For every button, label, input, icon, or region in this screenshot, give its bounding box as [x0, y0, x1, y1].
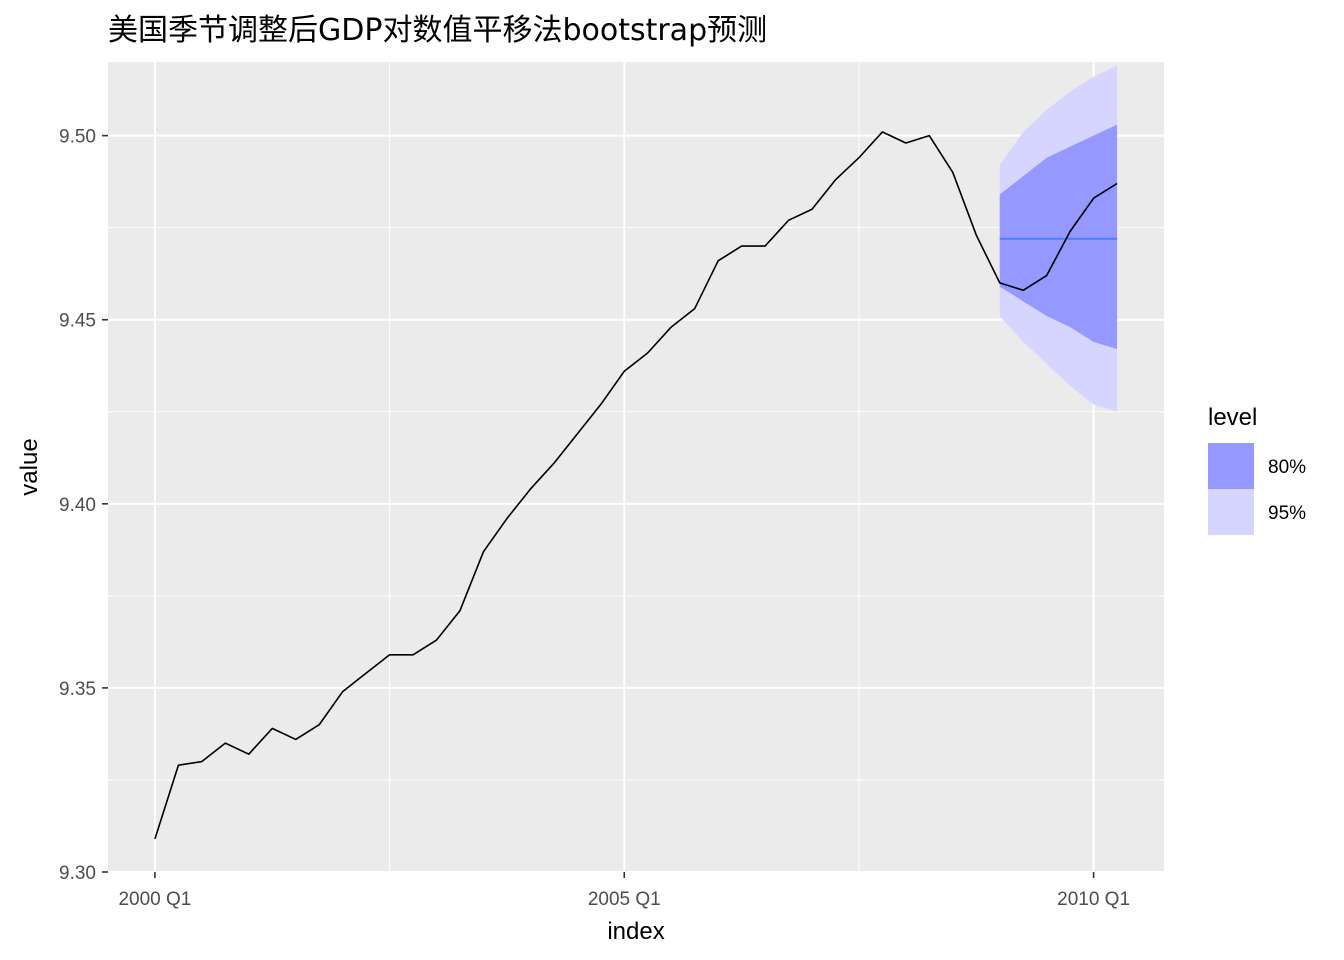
legend-label: 95%: [1268, 503, 1306, 524]
y-axis-title: value: [16, 438, 43, 495]
legend-label: 80%: [1268, 457, 1306, 478]
x-axis-title: index: [607, 918, 664, 945]
x-tick-label: 2005 Q1: [588, 889, 661, 910]
legend: level 80% 95%: [1208, 404, 1306, 535]
interval-80-band: [999, 124, 1118, 350]
y-tick-label: 9.45: [59, 311, 96, 332]
minor-gridlines: [108, 62, 1164, 872]
legend-swatch-80pct: [1208, 443, 1254, 489]
series-lines: [154, 131, 1118, 840]
y-tick-label: 9.50: [59, 127, 96, 148]
y-tick-label: 9.35: [59, 679, 96, 700]
x-tick-label: 2010 Q1: [1057, 889, 1130, 910]
major-gridlines: [108, 62, 1164, 873]
chart-title: 美国季节调整后GDP对数值平移法bootstrap预测: [108, 13, 767, 48]
x-tick-label: 2000 Q1: [118, 889, 191, 910]
legend-swatch-95pct: [1208, 489, 1254, 535]
x-axis: 2000 Q1 2005 Q1 2010 Q1: [118, 872, 1130, 910]
y-tick-label: 9.30: [59, 863, 96, 884]
y-axis: 9.30 9.35 9.40 9.45 9.50: [59, 127, 108, 884]
gdp-series-line: [154, 131, 1118, 840]
y-tick-label: 9.40: [59, 495, 96, 516]
plot-panel: [108, 62, 1164, 872]
legend-title: level: [1208, 404, 1257, 431]
legend-items: 80% 95%: [1208, 443, 1306, 535]
